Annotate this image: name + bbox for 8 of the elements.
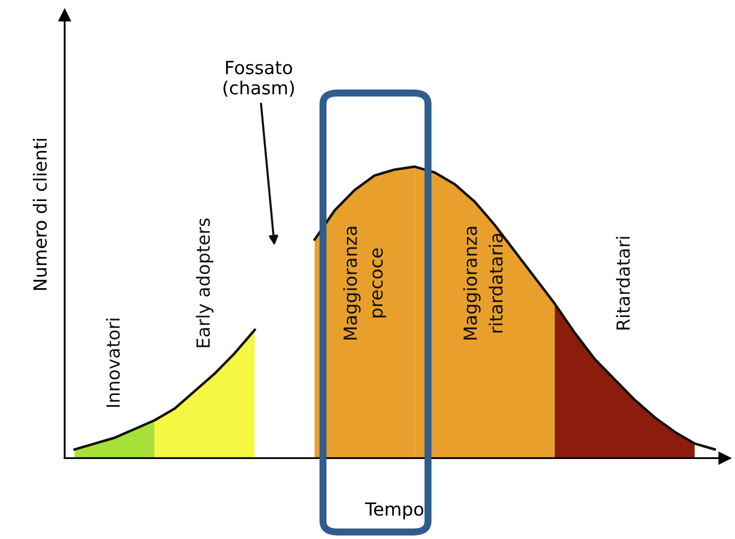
- series-label: Maggioranza precoce: [343, 226, 386, 340]
- y-axis-title: Numero di clienti: [32, 139, 47, 290]
- text: Fossato (chasm): [223, 60, 294, 97]
- text: Early adopters: [196, 218, 214, 348]
- x-axis-title: Tempo: [365, 502, 424, 520]
- text: Ritardatari: [616, 236, 630, 330]
- text: Innovatori: [106, 318, 120, 407]
- series-label: Maggioranza ritardataria: [463, 226, 503, 340]
